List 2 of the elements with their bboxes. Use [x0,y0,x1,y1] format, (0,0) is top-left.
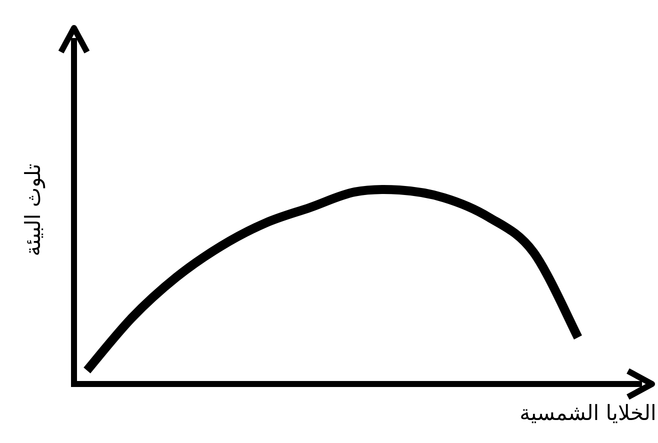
xlabel: الخلايا الشمسية [520,401,656,425]
ylabel: تلوث البيئة [21,164,45,256]
